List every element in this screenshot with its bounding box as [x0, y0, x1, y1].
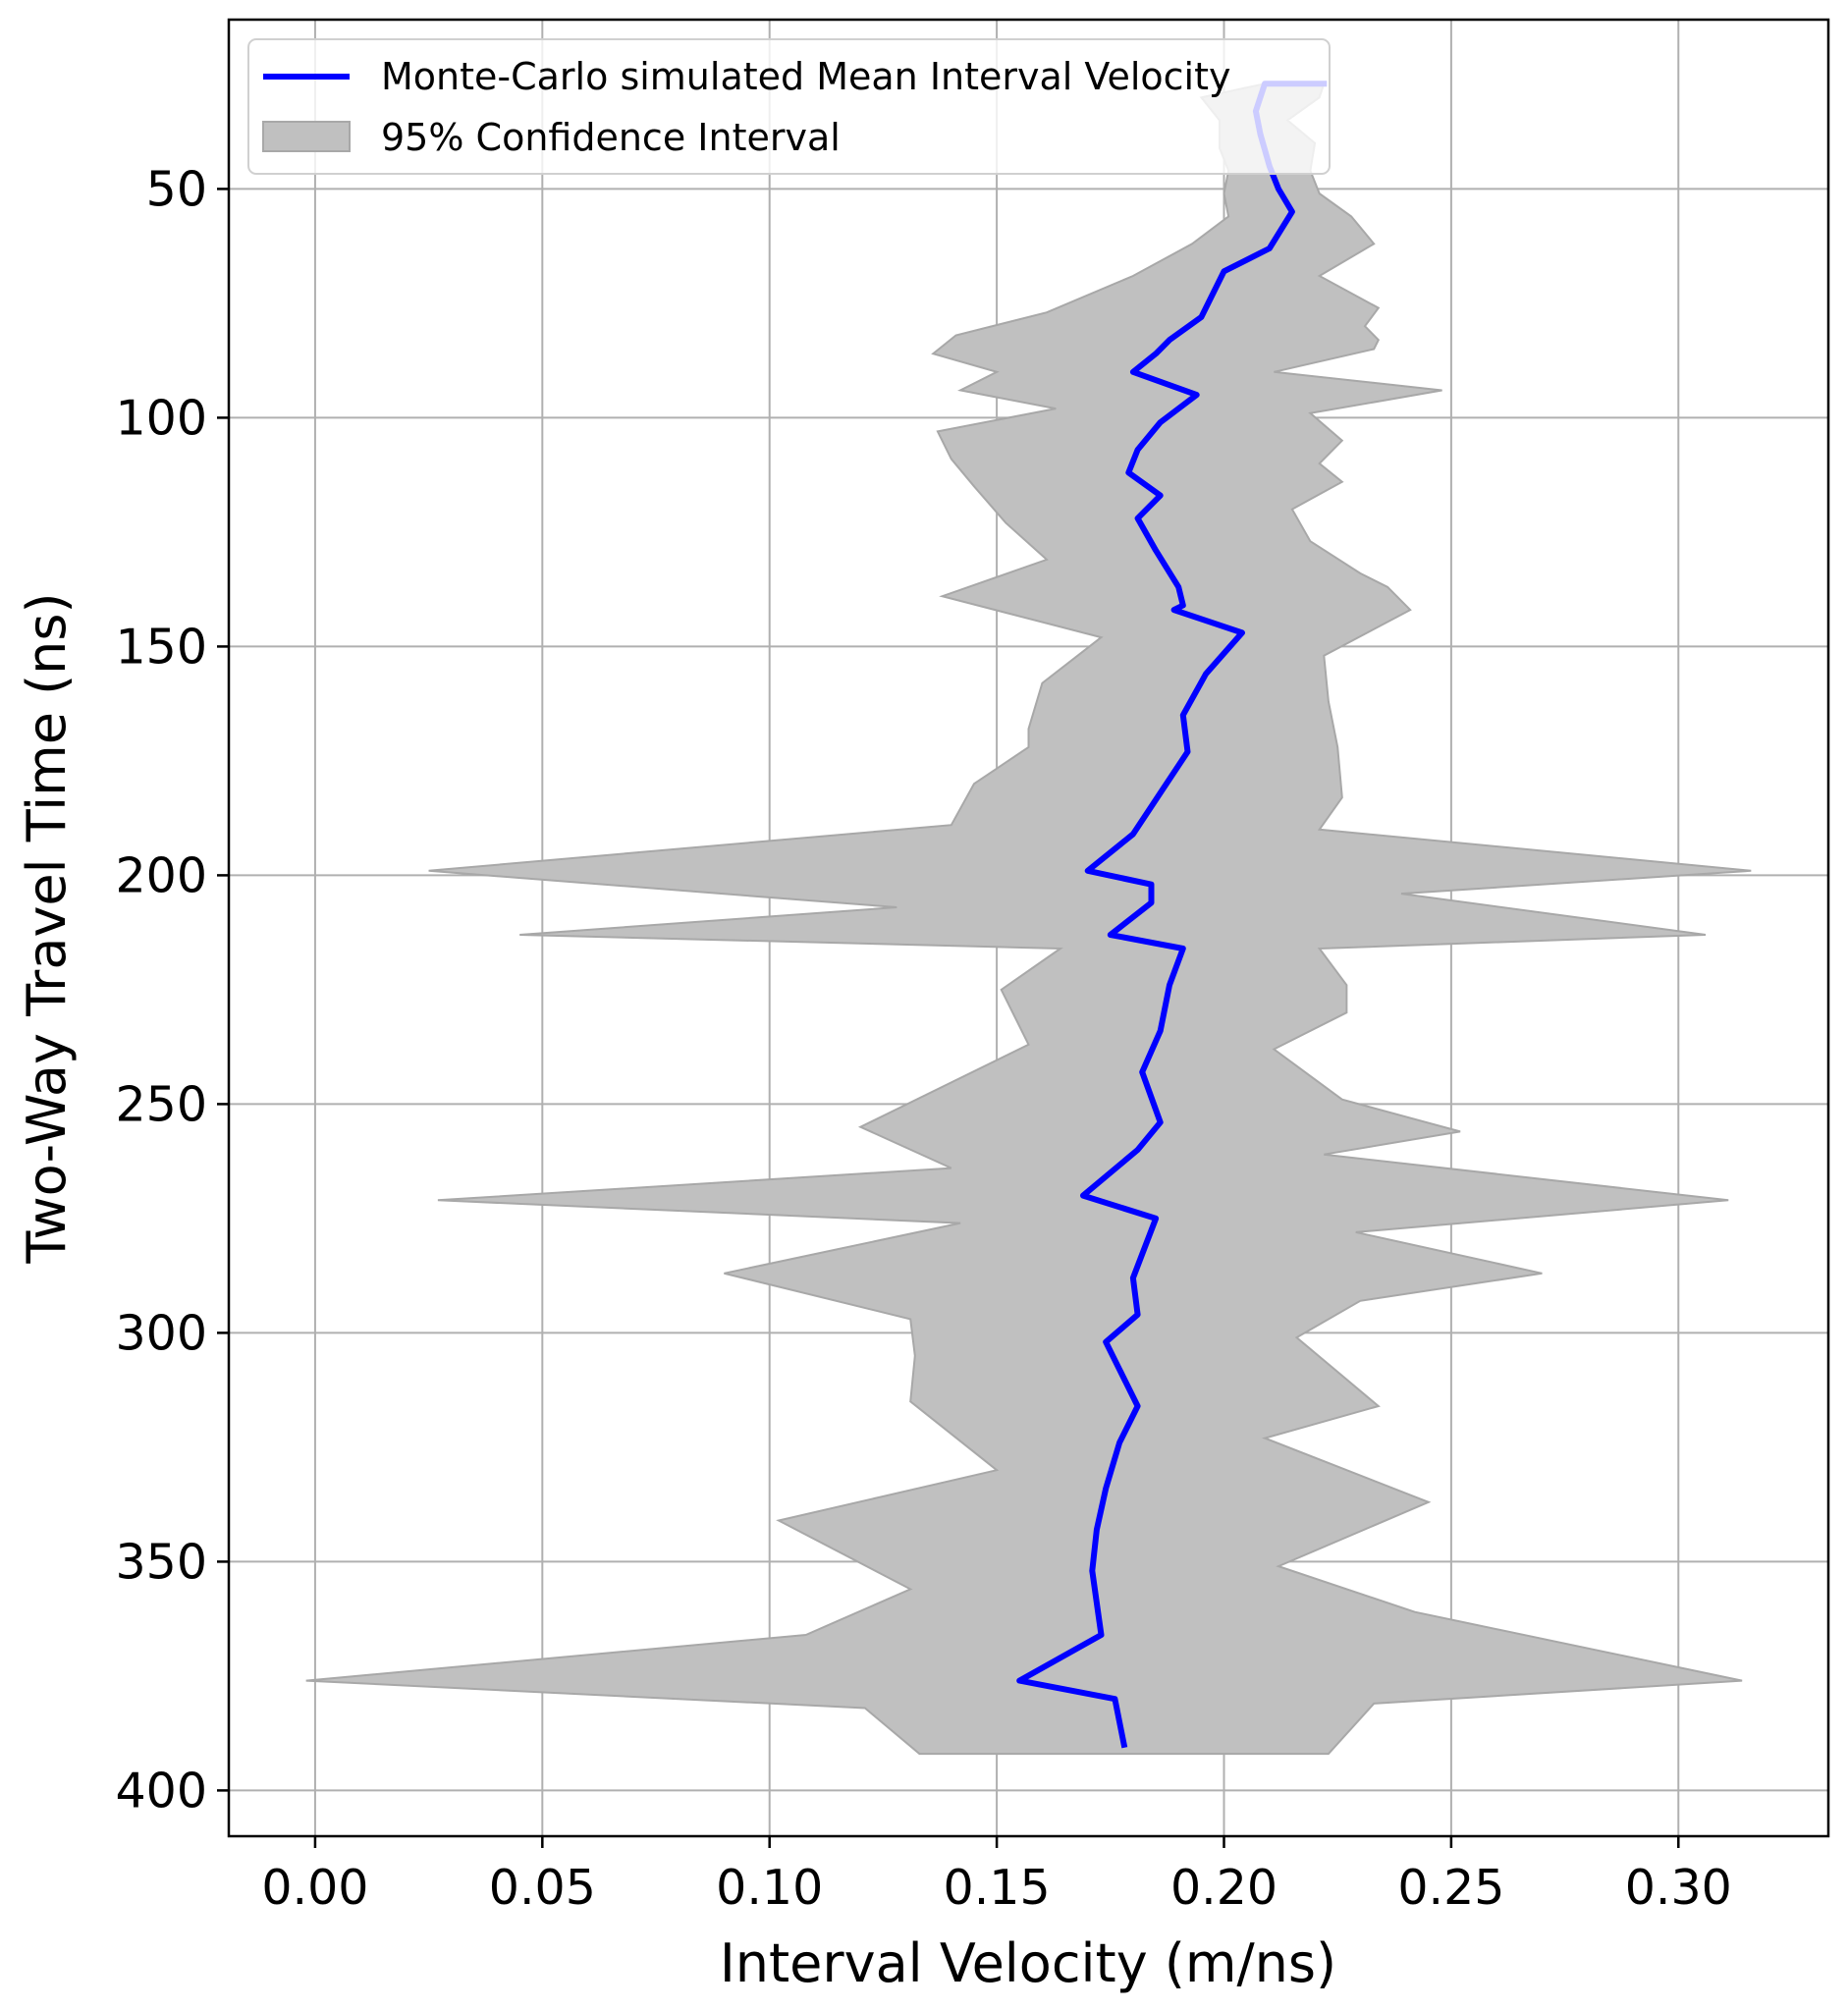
y-tick-label: 150 [115, 619, 207, 675]
y-tick-label: 250 [115, 1076, 207, 1132]
plot-frame [227, 18, 1830, 1838]
x-tick-label: 0.25 [1397, 1860, 1504, 1916]
y-tick-label: 400 [115, 1763, 207, 1819]
x-tick-label: 0.20 [1170, 1860, 1277, 1916]
x-tick-label: 0.15 [944, 1860, 1051, 1916]
y-axis-label: Two-Way Travel Time (ns) [16, 592, 78, 1264]
legend-label-mean: Monte-Carlo simulated Mean Interval Velo… [381, 55, 1231, 98]
confidence-interval-band [305, 82, 1752, 1756]
x-tick-label: 0.10 [716, 1860, 823, 1916]
x-axis-ticks: 0.00 0.05 0.10 0.15 0.20 0.25 0.30 [261, 1836, 1732, 1916]
x-tick-label: 0.00 [261, 1860, 368, 1916]
y-tick-label: 200 [115, 847, 207, 903]
legend-label-ci: 95% Confidence Interval [381, 116, 841, 159]
y-tick-label: 50 [146, 161, 207, 217]
legend-box [247, 38, 1331, 175]
x-axis-label: Interval Velocity (m/ns) [720, 1932, 1336, 1994]
y-tick-label: 300 [115, 1305, 207, 1361]
mean-velocity-line [1016, 81, 1328, 1749]
y-tick-label: 350 [115, 1534, 207, 1590]
legend-band-swatch [262, 121, 351, 152]
legend: Monte-Carlo simulated Mean Interval Velo… [247, 38, 1331, 175]
x-tick-label: 0.05 [489, 1860, 596, 1916]
y-tick-label: 100 [115, 390, 207, 446]
x-tick-label: 0.30 [1625, 1860, 1732, 1916]
y-axis-ticks: 50 100 150 200 250 300 350 400 [115, 161, 229, 1819]
